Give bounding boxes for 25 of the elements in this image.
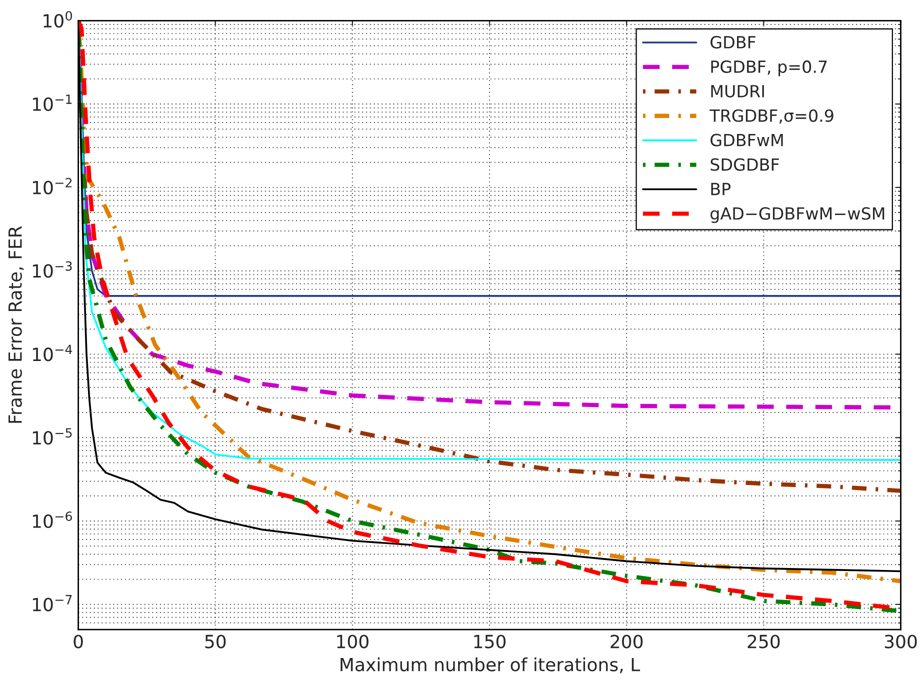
x-tick-label: 300 (884, 634, 917, 648)
x-tick-label: 200 (610, 634, 643, 648)
legend-label: PGDBF, p=0.7 (711, 60, 827, 76)
x-axis-title: Maximum number of iterations, L (340, 657, 640, 674)
legend-label: BP (711, 182, 731, 196)
y-tick-label: 10$^{−4}$ (32, 344, 72, 362)
legend-label: GDBFwM (710, 134, 783, 146)
y-tick-label: 10$^{−1}$ (32, 94, 72, 112)
x-tick-label: 150 (474, 634, 506, 648)
y-tick-label: 10$^{−5}$ (32, 428, 72, 445)
x-tick-label: 100 (337, 634, 368, 648)
legend-label: GDBF (710, 36, 756, 49)
legend-label: MUDRI (711, 85, 764, 98)
y-tick-label: 10$^{−6}$ (32, 511, 72, 528)
y-axis-title: Frame Error Rate, FER (8, 226, 24, 423)
y-tick-label: 10$^{−7}$ (32, 595, 72, 612)
y-tick-label: 10$^{−2}$ (32, 178, 72, 194)
y-tick-label: 10$^{−3}$ (32, 261, 72, 278)
legend-label: TRGDBF,σ=0.9 (710, 109, 834, 124)
legend-label: gAD−GDBFwM−wSM (710, 207, 884, 224)
x-tick-label: 50 (205, 634, 226, 648)
legend-label: SDGDBF (710, 158, 779, 171)
x-tick-label: 250 (748, 634, 780, 648)
y-tick-label: 10$^{0}$ (44, 11, 72, 28)
x-tick-label: 0 (74, 634, 83, 648)
